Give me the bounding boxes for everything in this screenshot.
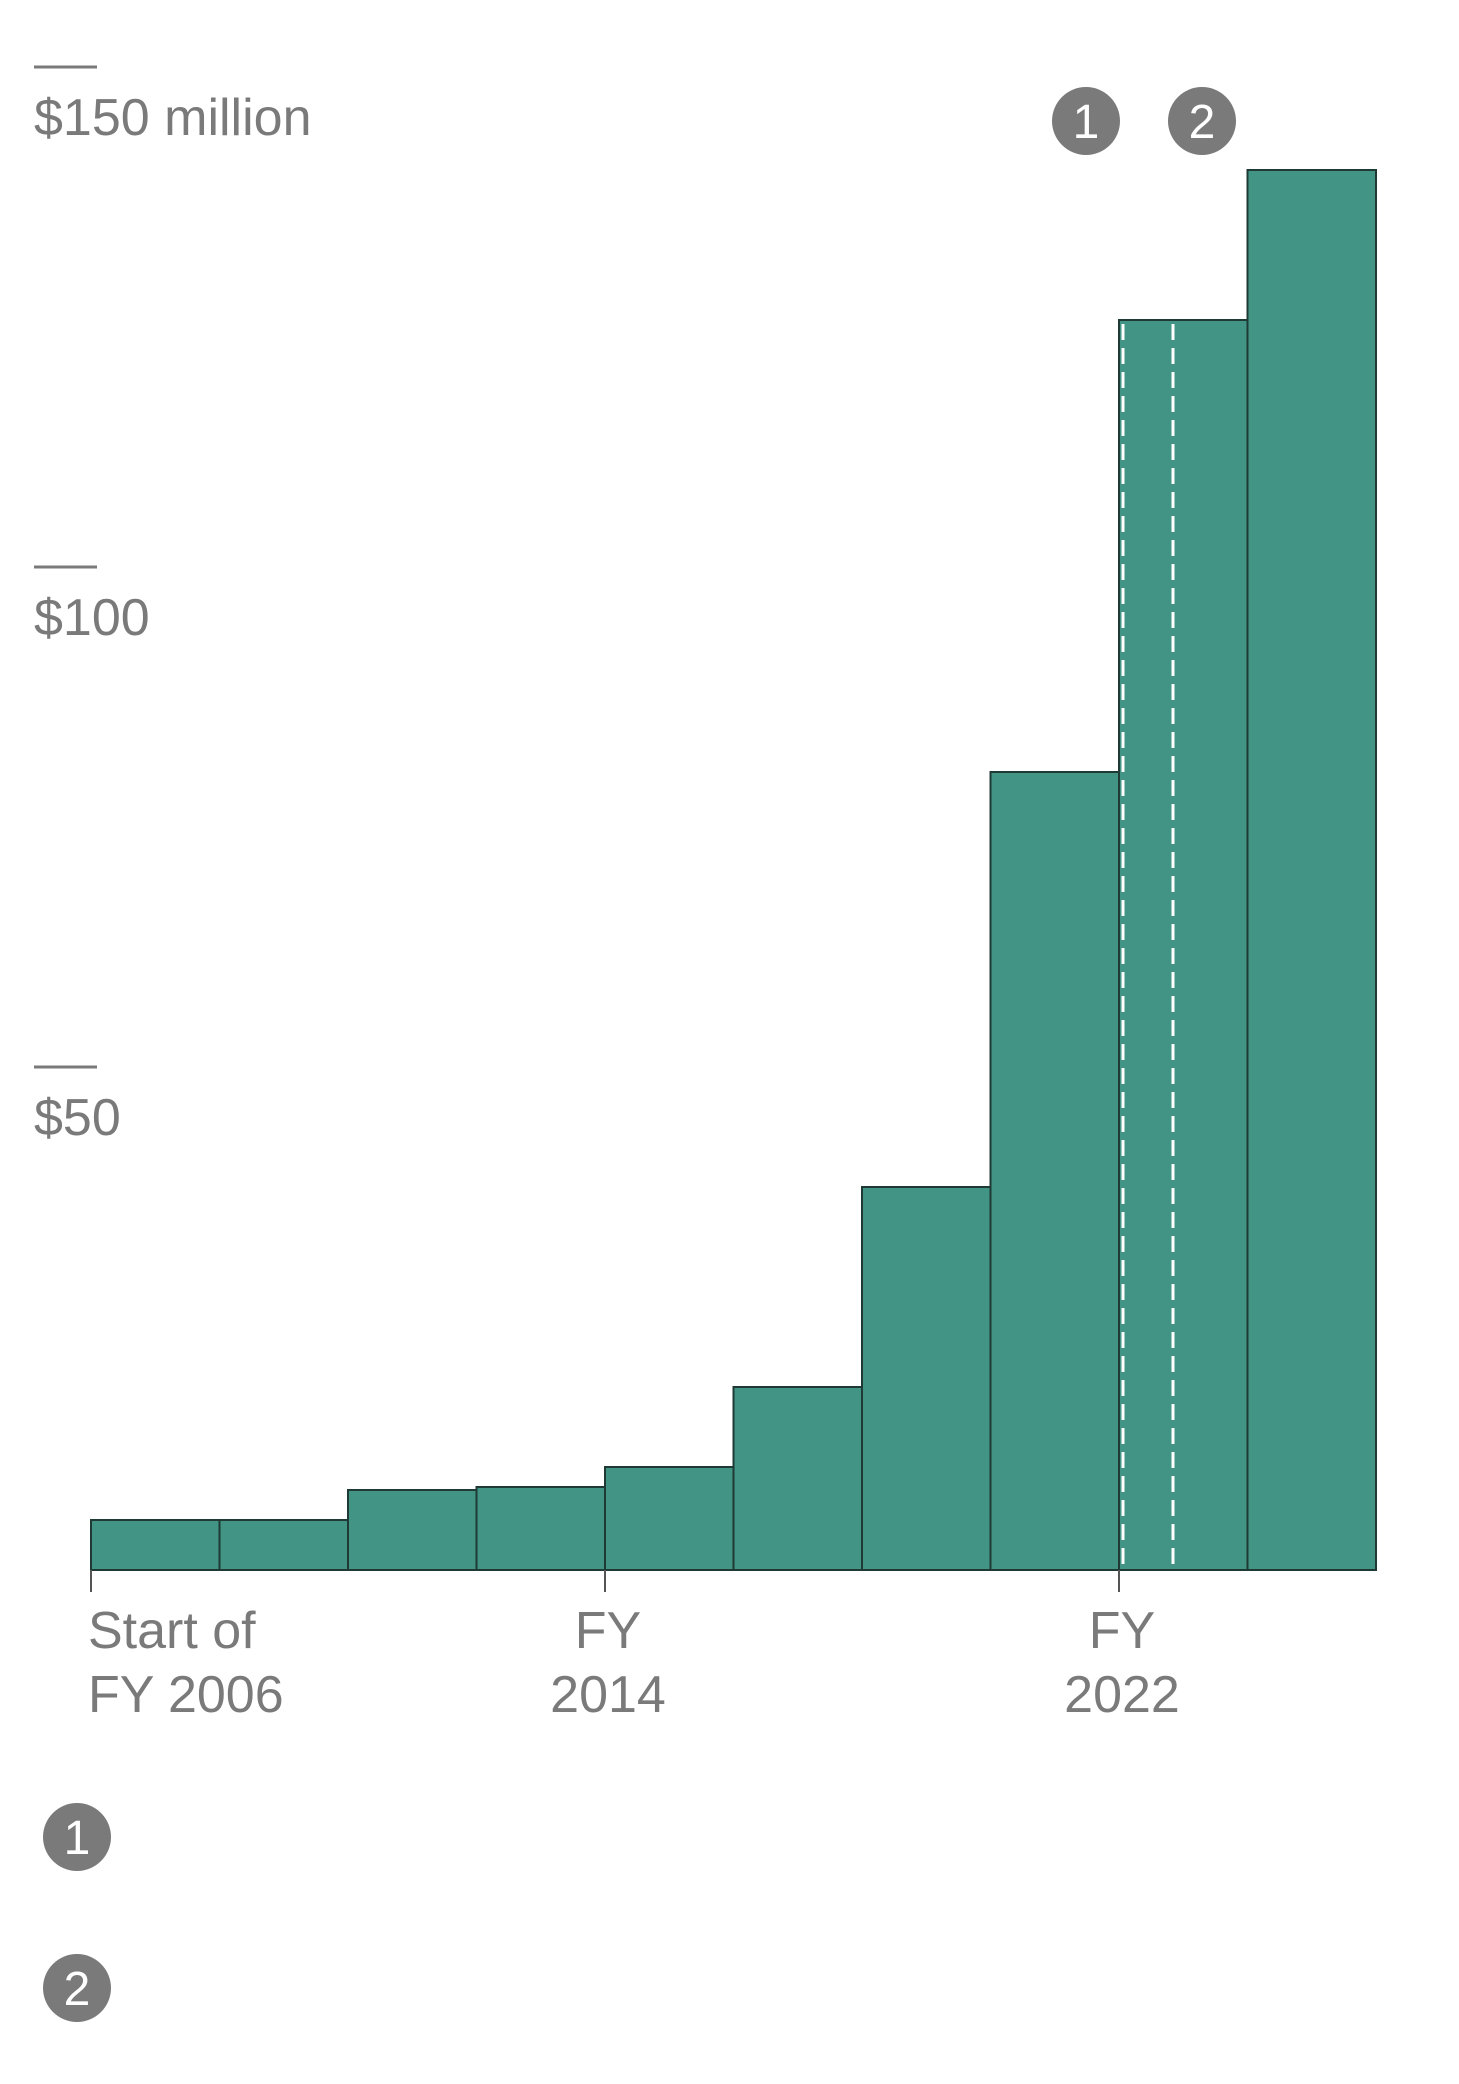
- x-tick-label: 2014: [550, 1666, 666, 1724]
- y-axis: $150 million $100 $50: [34, 65, 312, 1147]
- bar: [1246, 169, 1377, 1571]
- annotation-lines: [1121, 324, 1175, 1568]
- marker-badge-1: 1: [1052, 87, 1120, 155]
- marker-number: 1: [1073, 96, 1100, 149]
- footnote-markers: 12: [43, 1803, 111, 2022]
- y-tick-label: $100: [34, 589, 150, 647]
- y-tick-label: $50: [34, 1089, 121, 1147]
- marker-circle: [1168, 87, 1236, 155]
- bar: [347, 1489, 478, 1571]
- footnote-badge-2: 2: [43, 1954, 111, 2022]
- bar: [989, 771, 1120, 1571]
- bar: [732, 1386, 863, 1571]
- bars: [90, 169, 1377, 1571]
- x-tick-label: FY: [1089, 1602, 1155, 1660]
- y-tick-label: $150 million: [34, 89, 312, 147]
- bar: [475, 1486, 606, 1571]
- marker-circle: [43, 1954, 111, 2022]
- footnote-badge-1: 1: [43, 1803, 111, 1871]
- x-tick-label: Start of: [88, 1602, 256, 1660]
- marker-badge-2: 2: [1168, 87, 1236, 155]
- marker-number: 2: [64, 1963, 91, 2016]
- marker-number: 2: [1189, 96, 1216, 149]
- x-tick-label: 2022: [1064, 1666, 1180, 1724]
- bar: [90, 1519, 221, 1571]
- bar: [604, 1466, 735, 1571]
- x-tick-label: FY 2006: [88, 1666, 284, 1724]
- marker-number: 1: [64, 1812, 91, 1865]
- x-tick-label: FY: [575, 1602, 641, 1660]
- bar: [861, 1186, 992, 1571]
- marker-circle: [43, 1803, 111, 1871]
- marker-circle: [1052, 87, 1120, 155]
- bar: [1118, 319, 1249, 1571]
- bar: [218, 1519, 349, 1571]
- x-axis: Start of FY 2006 FY 2014 FY 2022: [88, 1569, 1376, 1724]
